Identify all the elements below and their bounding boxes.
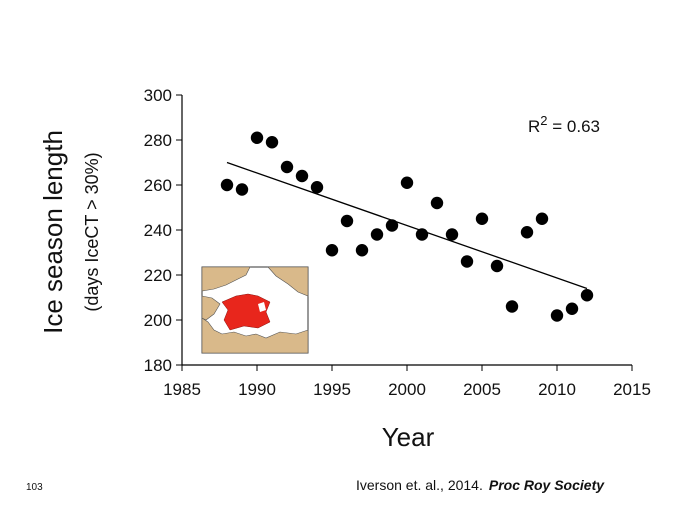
x-tick-label: 2015 — [613, 380, 651, 399]
map-land-northeast — [267, 266, 309, 297]
x-tick-label: 1985 — [163, 380, 201, 399]
data-point — [445, 228, 459, 241]
y-tick-label: 260 — [144, 176, 172, 195]
data-point — [550, 309, 564, 322]
y-tick-label: 300 — [144, 86, 172, 105]
citation-journal: Proc Roy Society — [488, 477, 605, 493]
data-point — [235, 183, 249, 196]
x-axis-title: Year — [382, 422, 435, 452]
data-point — [475, 212, 489, 225]
map-island — [258, 302, 266, 312]
data-point — [580, 289, 594, 302]
data-point — [220, 178, 234, 192]
data-points — [220, 131, 594, 322]
x-tick-label: 2010 — [538, 380, 576, 399]
data-point — [430, 196, 444, 210]
slide-number: 103 — [26, 482, 43, 493]
data-point — [415, 228, 429, 241]
y-tick-label: 280 — [144, 131, 172, 150]
citation: Iverson et. al., 2014. Proc Roy Society — [356, 477, 604, 493]
y-tick-label: 240 — [144, 221, 172, 240]
y-tick-label: 180 — [144, 356, 172, 375]
map-land-south — [201, 317, 309, 354]
map-region — [221, 293, 271, 331]
x-tick-label: 1995 — [313, 380, 351, 399]
data-point — [565, 302, 579, 315]
y-axis-subtitle: (days IceCT > 30%) — [82, 152, 102, 311]
data-point — [385, 219, 399, 232]
data-point — [355, 244, 369, 257]
r-squared-value: = 0.63 — [548, 117, 600, 136]
data-point — [505, 300, 519, 313]
r-squared-superscript: 2 — [540, 113, 547, 128]
data-point — [310, 181, 324, 194]
data-point — [250, 131, 264, 144]
data-point — [520, 226, 534, 239]
y-axis-title: Ice season length — [38, 130, 68, 334]
x-tick-label: 2005 — [463, 380, 501, 399]
r-squared-annotation: R2 = 0.63 — [528, 113, 600, 136]
data-point — [325, 244, 339, 257]
data-point — [295, 169, 309, 183]
citation-authors: Iverson et. al., 2014. — [356, 477, 483, 493]
x-tick-label: 2000 — [388, 380, 426, 399]
y-tick-label: 220 — [144, 266, 172, 285]
trendline — [226, 161, 588, 290]
data-point — [490, 259, 504, 273]
map-land-west — [201, 295, 221, 321]
r-squared-label: R — [528, 117, 540, 136]
data-point — [400, 176, 414, 189]
x-axis-ticks: 1985 1990 1995 2000 2005 2010 2015 — [163, 365, 651, 399]
data-point — [280, 160, 294, 174]
data-point — [265, 136, 279, 149]
data-point — [460, 255, 474, 268]
inset-map — [201, 266, 309, 354]
y-tick-label: 200 — [144, 311, 172, 330]
data-point — [340, 214, 354, 228]
data-point — [370, 228, 384, 241]
map-land-north — [201, 266, 251, 292]
y-axis-ticks: 180 200 220 240 260 280 300 — [144, 86, 182, 375]
data-point — [535, 212, 549, 225]
x-tick-label: 1990 — [238, 380, 276, 399]
